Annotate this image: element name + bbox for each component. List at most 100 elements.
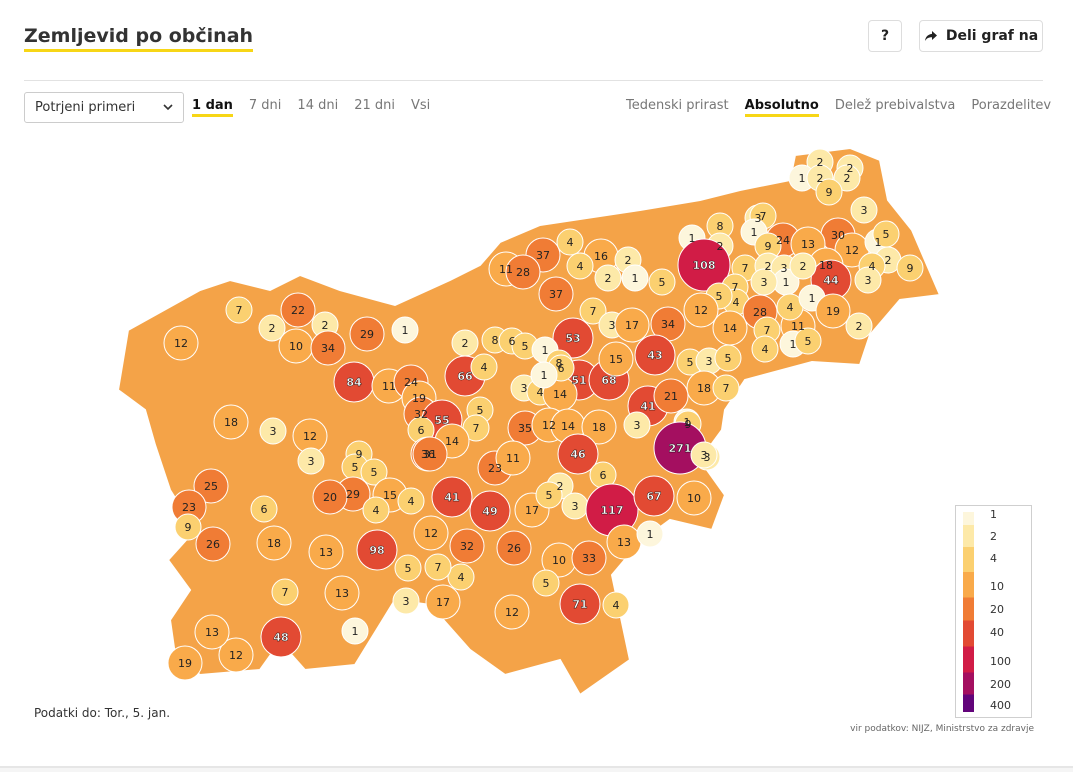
municipality-region[interactable] (213, 404, 249, 440)
municipality-region[interactable] (556, 228, 584, 256)
municipality-region[interactable] (614, 307, 650, 343)
municipality-region[interactable] (714, 344, 742, 372)
tab-14-dni[interactable]: 14 dni (297, 98, 339, 113)
municipality-value-label: 18 (592, 421, 606, 434)
municipality-region[interactable] (854, 266, 882, 294)
municipality-region[interactable] (195, 526, 231, 562)
tab-tedenski-prirast[interactable]: Tedenski prirast (626, 98, 729, 113)
municipality-region[interactable] (676, 480, 712, 516)
municipality-region[interactable] (431, 476, 473, 518)
municipality-region[interactable] (789, 252, 817, 280)
municipality-value-label: 4 (577, 260, 584, 273)
municipality-region[interactable] (833, 164, 861, 192)
help-button[interactable]: ? (868, 20, 902, 52)
municipality-region[interactable] (653, 378, 689, 414)
municipality-region[interactable] (280, 292, 316, 328)
municipality-region[interactable] (258, 314, 286, 342)
municipality-region[interactable] (394, 554, 422, 582)
municipality-region[interactable] (259, 417, 287, 445)
municipality-region[interactable] (250, 495, 278, 523)
municipality-region[interactable] (579, 297, 607, 325)
municipality-region[interactable] (360, 458, 388, 486)
municipality-region[interactable] (815, 178, 843, 206)
tab-vsi[interactable]: Vsi (410, 98, 431, 113)
municipality-region[interactable] (193, 468, 229, 504)
municipality-region[interactable] (532, 569, 560, 597)
municipality-region[interactable] (312, 479, 348, 515)
municipality-region[interactable] (349, 316, 385, 352)
municipality-region[interactable] (324, 575, 360, 611)
municipality-region[interactable] (362, 496, 390, 524)
municipality-region[interactable] (218, 637, 254, 673)
municipality-region[interactable] (225, 296, 253, 324)
municipality-region[interactable] (683, 292, 719, 328)
municipality-region[interactable] (535, 481, 563, 509)
municipality-regions (163, 148, 924, 681)
municipality-region[interactable] (559, 583, 601, 625)
municipality-region[interactable] (633, 475, 675, 517)
municipality-region[interactable] (845, 312, 873, 340)
tab-7-dni[interactable]: 7 dni (248, 98, 282, 113)
municipality-region[interactable] (794, 327, 822, 355)
municipality-region[interactable] (552, 317, 594, 359)
municipality-region[interactable] (712, 374, 740, 402)
municipality-region[interactable] (571, 540, 607, 576)
municipality-region[interactable] (425, 584, 461, 620)
municipality-region[interactable] (256, 525, 292, 561)
municipality-region[interactable] (310, 330, 346, 366)
municipality-region[interactable] (566, 252, 594, 280)
municipality-region[interactable] (538, 276, 574, 312)
municipality-region[interactable] (449, 528, 485, 564)
tab-delez-prebivalstva[interactable]: Delež prebivalstva (834, 98, 956, 113)
municipality-region[interactable] (424, 553, 452, 581)
municipality-region[interactable] (194, 614, 230, 650)
municipality-region[interactable] (598, 341, 634, 377)
municipality-region[interactable] (167, 645, 203, 681)
municipality-value-label: 5 (716, 290, 723, 303)
municipality-region[interactable] (621, 264, 649, 292)
municipality-region[interactable] (397, 487, 425, 515)
municipality-region[interactable] (530, 361, 558, 389)
municipality-region[interactable] (391, 316, 419, 344)
municipality-region[interactable] (751, 335, 779, 363)
municipality-region[interactable] (505, 254, 541, 290)
municipality-region[interactable] (356, 529, 398, 571)
municipality-value-label: 10 (289, 340, 303, 353)
municipality-region[interactable] (470, 353, 498, 381)
municipality-region[interactable] (297, 447, 325, 475)
municipality-region[interactable] (636, 520, 664, 548)
municipality-region[interactable] (815, 293, 851, 329)
municipality-region[interactable] (392, 587, 420, 615)
municipality-region[interactable] (341, 617, 369, 645)
municipality-region[interactable] (677, 238, 731, 292)
municipality-region[interactable] (412, 436, 448, 472)
municipality-region[interactable] (469, 490, 511, 532)
tab-1-dan[interactable]: 1 dan (192, 98, 233, 117)
municipality-region[interactable] (495, 440, 531, 476)
tab-porazdelitev[interactable]: Porazdelitev (971, 98, 1052, 113)
tab-21-dni[interactable]: 21 dni (354, 98, 395, 113)
municipality-region[interactable] (496, 530, 532, 566)
municipality-region[interactable] (634, 334, 676, 376)
municipality-region[interactable] (447, 563, 475, 591)
municipality-region[interactable] (260, 616, 302, 658)
municipality-region[interactable] (557, 433, 599, 475)
municipality-region[interactable] (690, 441, 718, 469)
municipality-region[interactable] (174, 513, 202, 541)
municipality-region[interactable] (648, 268, 676, 296)
tab-absolutno[interactable]: Absolutno (744, 98, 819, 117)
municipality-region[interactable] (850, 196, 878, 224)
municipality-region[interactable] (581, 409, 617, 445)
municipality-region[interactable] (602, 591, 630, 619)
share-button[interactable]: Deli graf na (919, 20, 1043, 52)
municipality-region[interactable] (308, 534, 344, 570)
municipality-region[interactable] (494, 594, 530, 630)
municipality-region[interactable] (594, 264, 622, 292)
metric-select[interactable]: Potrjeni primeri (24, 92, 184, 123)
municipality-region[interactable] (896, 254, 924, 282)
municipality-region[interactable] (623, 411, 651, 439)
municipality-region[interactable] (163, 325, 199, 361)
municipality-region[interactable] (271, 578, 299, 606)
municipality-region[interactable] (413, 515, 449, 551)
